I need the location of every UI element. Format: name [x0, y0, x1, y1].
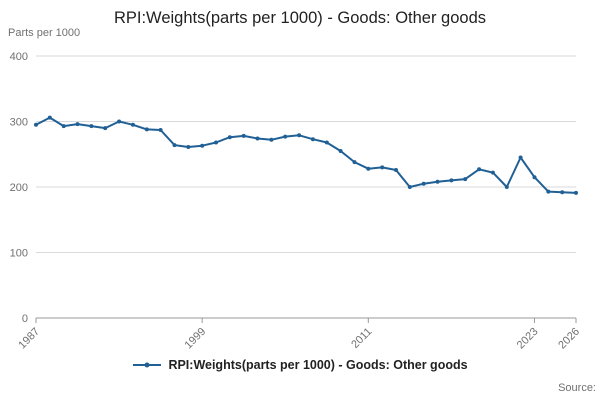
y-tick-label: 200 [10, 182, 28, 194]
data-point [435, 179, 440, 184]
data-point [227, 135, 232, 140]
data-point [421, 181, 426, 186]
y-tick-label: 0 [22, 313, 28, 325]
data-point [61, 124, 66, 129]
data-point [158, 128, 163, 132]
data-point [47, 115, 52, 120]
data-point [130, 122, 135, 127]
data-point [297, 133, 302, 138]
y-tick-label: 400 [10, 51, 28, 63]
data-point [241, 133, 246, 138]
data-point [117, 119, 122, 124]
data-point [449, 178, 454, 183]
data-point [200, 143, 205, 148]
legend: RPI:Weights(parts per 1000) - Goods: Oth… [0, 358, 600, 372]
data-point [504, 185, 509, 189]
data-point [338, 149, 343, 153]
y-tick-label: 300 [10, 117, 28, 129]
data-point [255, 136, 260, 141]
series-line [35, 116, 577, 194]
data-point [269, 137, 274, 142]
data-point [34, 122, 38, 127]
x-tick-label: 2026 [556, 326, 582, 352]
data-point [490, 170, 495, 175]
data-point [560, 190, 565, 195]
data-point [477, 167, 482, 172]
y-tick-label: 100 [10, 248, 28, 260]
x-tick-label: 2023 [515, 326, 541, 352]
x-tick-label: 2011 [349, 326, 374, 351]
data-point [380, 165, 385, 170]
data-point [214, 140, 218, 145]
chart-title: RPI:Weights(parts per 1000) - Goods: Oth… [113, 9, 487, 27]
data-point [103, 126, 108, 131]
legend-label: RPI:Weights(parts per 1000) - Goods: Oth… [168, 358, 468, 372]
data-point [144, 127, 149, 132]
data-point [407, 185, 412, 189]
data-point [394, 168, 398, 172]
data-point [463, 177, 468, 182]
line-chart: 0 100 200 300 400 1987 1999 2011 2023 2026 [10, 51, 582, 352]
data-point [172, 143, 177, 148]
legend-item[interactable]: RPI:Weights(parts per 1000) - Goods: Oth… [132, 358, 468, 372]
data-point [283, 134, 288, 139]
data-point [532, 175, 537, 180]
data-point [518, 155, 523, 160]
legend-line-icon [133, 362, 162, 368]
data-point [89, 124, 94, 129]
data-point [546, 189, 551, 194]
source-label: Source: [558, 382, 596, 394]
y-axis-unit-label: Parts per 1000 [8, 27, 81, 39]
data-point [366, 166, 371, 171]
data-point [324, 140, 329, 145]
data-point [352, 160, 357, 165]
x-tick-label: 1999 [182, 326, 208, 352]
data-point [186, 145, 191, 149]
data-point [75, 122, 80, 127]
data-point [574, 190, 578, 195]
x-tick-label: 1987 [16, 326, 42, 352]
data-point [310, 137, 315, 142]
